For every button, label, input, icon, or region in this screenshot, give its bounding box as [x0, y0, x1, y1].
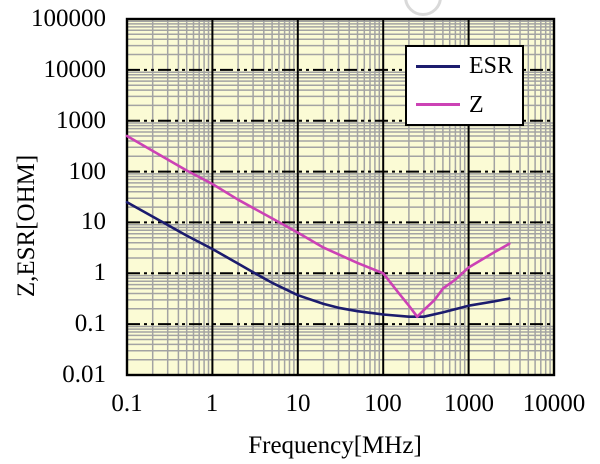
esr-line-swatch	[416, 64, 460, 68]
x-axis-title: Frequency[MHz]	[248, 432, 422, 459]
z-line-swatch	[416, 103, 460, 107]
legend-label-esr: ESR	[469, 53, 514, 80]
legend-label-z: Z	[469, 91, 484, 118]
y-tick-label: 0.01	[62, 361, 106, 388]
series-z-line	[125, 134, 511, 319]
minor-gridlines	[127, 19, 554, 375]
x-tick-label: 10000	[522, 390, 586, 417]
x-tick-label: 1	[205, 390, 219, 417]
plot-border	[125, 17, 556, 377]
y-tick-label: 10000	[43, 56, 107, 83]
legend: ESR Z	[405, 45, 524, 126]
x-tick-label: 1000	[444, 390, 494, 417]
major-vertical-gridlines	[211, 19, 470, 375]
y-tick-label: 1000	[56, 107, 106, 134]
legend-item-z: Z	[416, 92, 522, 118]
y-tick-label: 100	[68, 158, 107, 185]
legend-item-esr: ESR	[416, 53, 522, 79]
y-tick-label: 100000	[31, 5, 106, 32]
y-tick-label: 10	[81, 208, 106, 235]
x-tick-label: 10	[285, 390, 311, 417]
x-tick-label: 100	[364, 390, 402, 417]
y-tick-label: 0.1	[74, 310, 106, 337]
y-tick-label: 1	[93, 259, 107, 286]
x-tick-label: 0.1	[111, 390, 143, 417]
series-esr-line	[125, 200, 511, 319]
